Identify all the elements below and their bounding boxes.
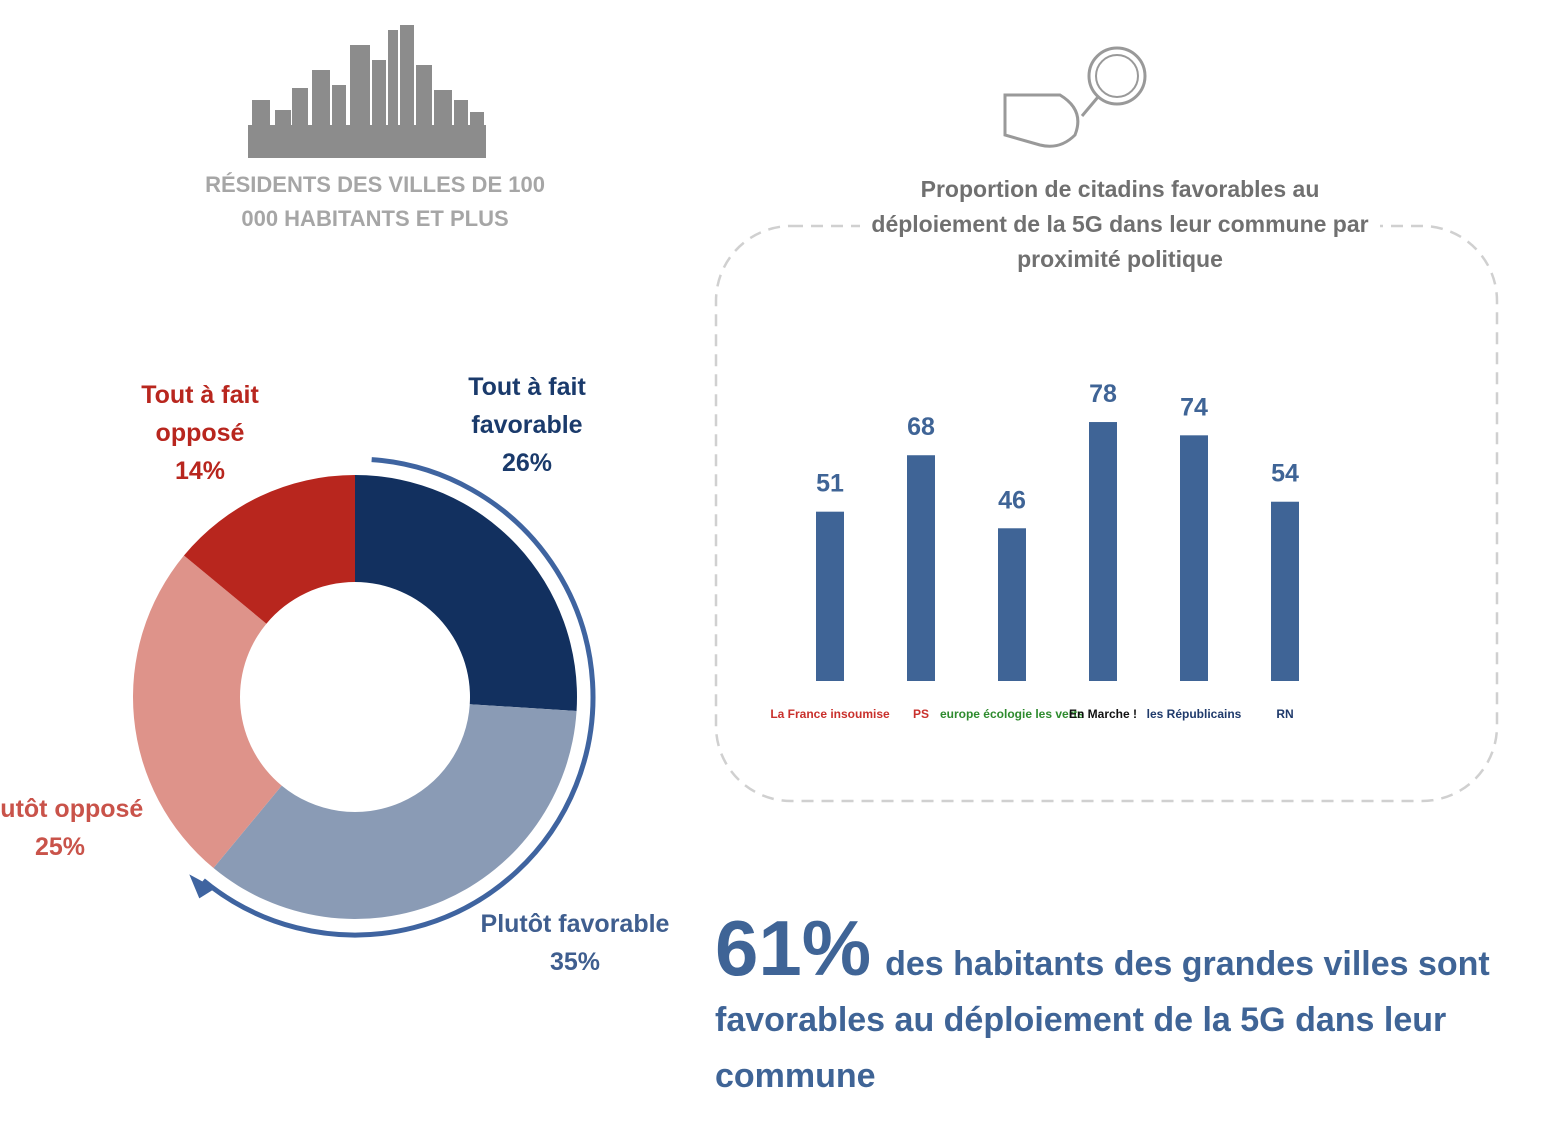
header-title: RÉSIDENTS DES VILLES DE 100 000 HABITANT… <box>205 172 545 231</box>
bar <box>816 511 844 681</box>
slice-label: Tout à fait opposé <box>141 381 259 447</box>
value-label: 51 <box>816 470 844 498</box>
slice-value-label: 14% <box>174 457 226 485</box>
summary-figure: 61% <box>715 904 872 992</box>
slice-label: Plutôt opposé <box>0 795 144 823</box>
bar-chart-title: Proportion de citadins favorables au dép… <box>871 176 1369 272</box>
bar <box>998 528 1026 681</box>
slice-label: Plutôt favorable <box>480 910 670 938</box>
value-label: 74 <box>1180 393 1208 421</box>
value-label: 78 <box>1089 380 1117 408</box>
donut-slice <box>355 475 578 711</box>
donut-slice <box>213 704 577 919</box>
skyline-icon <box>248 25 486 158</box>
bar <box>1089 422 1117 681</box>
party-logo-label: RN <box>1276 707 1293 721</box>
slice-value-label: 35% <box>549 948 601 976</box>
donut-slice <box>183 475 355 624</box>
bar <box>907 455 935 681</box>
party-logo-label: En Marche ! <box>1069 707 1137 721</box>
bar <box>1271 501 1299 681</box>
slice-label: Tout à fait favorable <box>468 373 586 439</box>
party-logo-label: les Républicains <box>1147 707 1242 721</box>
summary: 61% des habitants des grandes villes sont… <box>715 909 1555 1104</box>
party-logo-label: PS <box>913 707 929 721</box>
panel-border <box>714 224 1499 803</box>
arc-arrowhead <box>189 874 216 899</box>
slice-value-label: 25% <box>34 833 86 861</box>
value-label: 46 <box>998 486 1026 514</box>
favorable-arc <box>201 457 596 938</box>
summary-text: des habitants des grandes villes sont fa… <box>715 945 1490 1095</box>
party-logo-label: europe écologie les verts <box>940 707 1084 721</box>
value-label: 68 <box>907 413 935 441</box>
slice-value-label: 26% <box>501 449 553 477</box>
party-logo-label: La France insoumise <box>770 707 890 721</box>
magnifier-icon <box>1003 46 1147 148</box>
donut-slice <box>132 555 282 869</box>
title-backdrop <box>860 170 1380 280</box>
bar <box>1180 435 1208 681</box>
value-label: 54 <box>1271 460 1299 488</box>
